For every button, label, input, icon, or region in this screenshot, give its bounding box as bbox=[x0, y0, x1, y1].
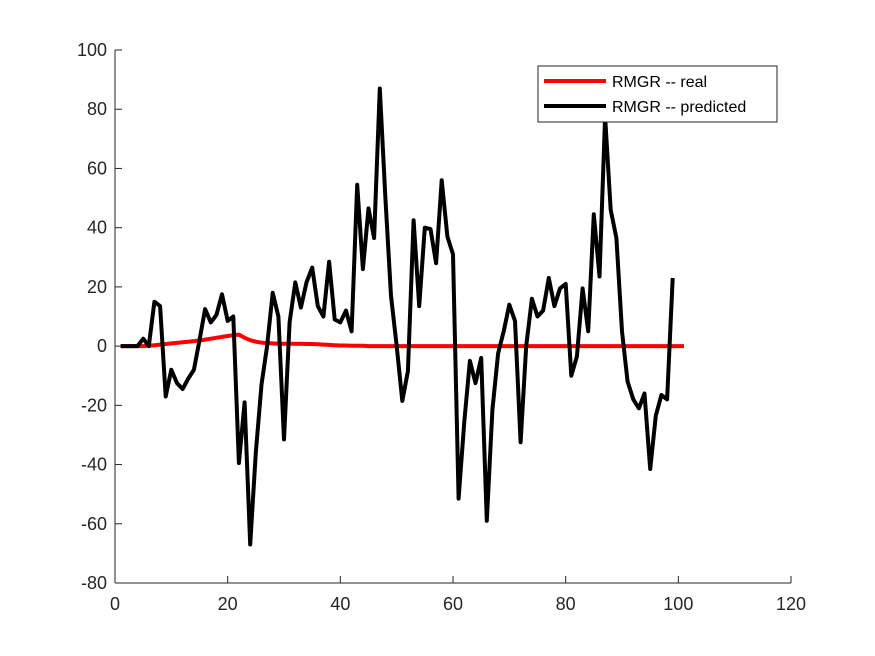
y-tick-label: -60 bbox=[81, 514, 107, 534]
x-tick-label: 0 bbox=[110, 594, 120, 614]
x-tick-label: 60 bbox=[443, 594, 463, 614]
series-line-0 bbox=[120, 332, 684, 349]
series-line-1 bbox=[120, 86, 675, 547]
y-tick-label: 100 bbox=[77, 40, 107, 60]
legend-label: RMGR -- predicted bbox=[612, 99, 746, 116]
y-tick-label: -40 bbox=[81, 455, 107, 475]
x-tick-label: 80 bbox=[556, 594, 576, 614]
y-tick-label: 40 bbox=[87, 218, 107, 238]
y-tick-label: 20 bbox=[87, 277, 107, 297]
x-tick-label: 100 bbox=[663, 594, 693, 614]
y-tick-label: -20 bbox=[81, 395, 107, 415]
legend-box bbox=[537, 65, 778, 123]
y-tick-label: 0 bbox=[97, 336, 107, 356]
y-tick-label: -80 bbox=[81, 573, 107, 593]
legend-label: RMGR -- real bbox=[612, 74, 707, 91]
legend: RMGR -- real RMGR -- predicted bbox=[537, 65, 778, 123]
y-tick-label: 60 bbox=[87, 158, 107, 178]
axes: 0 20 40 60 80 100 120 -80 -60 -40 -20 0 20 40 60 80 100 bbox=[77, 40, 806, 614]
plot-lines bbox=[120, 86, 684, 547]
x-tick-label: 40 bbox=[330, 594, 350, 614]
x-tick-label: 20 bbox=[218, 594, 238, 614]
x-tick-label: 120 bbox=[776, 594, 806, 614]
y-tick-label: 80 bbox=[87, 99, 107, 119]
